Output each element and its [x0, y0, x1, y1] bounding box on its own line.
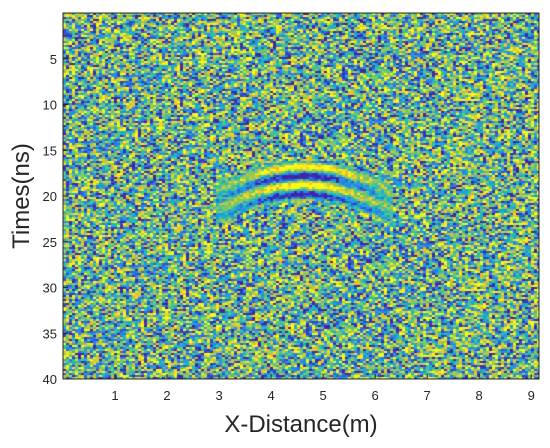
y-tick-label: 20	[43, 189, 57, 204]
x-axis-label: X-Distance(m)	[224, 411, 377, 438]
y-tick-label: 35	[43, 326, 57, 341]
y-axis-ticks: 5 10 15 20 25 30 35 40	[43, 52, 68, 387]
y-tick-label: 30	[43, 281, 57, 296]
x-tick-label: 7	[424, 388, 431, 403]
y-tick-label: 10	[43, 98, 57, 113]
x-tick-label: 5	[319, 388, 326, 403]
y-tick-label: 25	[43, 235, 57, 250]
x-tick-label: 8	[476, 388, 483, 403]
y-tick-label: 15	[43, 143, 57, 158]
y-tick-label: 5	[50, 52, 57, 67]
y-tick-label: 40	[43, 372, 57, 387]
y-axis-label: Times(ns)	[8, 143, 35, 249]
x-tick-label: 3	[215, 388, 222, 403]
x-tick-label: 1	[111, 388, 118, 403]
x-tick-label: 9	[528, 388, 535, 403]
heatmap-image	[63, 13, 539, 379]
x-tick-label: 6	[372, 388, 379, 403]
plot-area	[62, 12, 540, 380]
x-tick-label: 2	[163, 388, 170, 403]
x-tick-label: 4	[267, 388, 274, 403]
x-axis-ticks: 1 2 3 4 5 6 7 8 9	[111, 374, 535, 403]
